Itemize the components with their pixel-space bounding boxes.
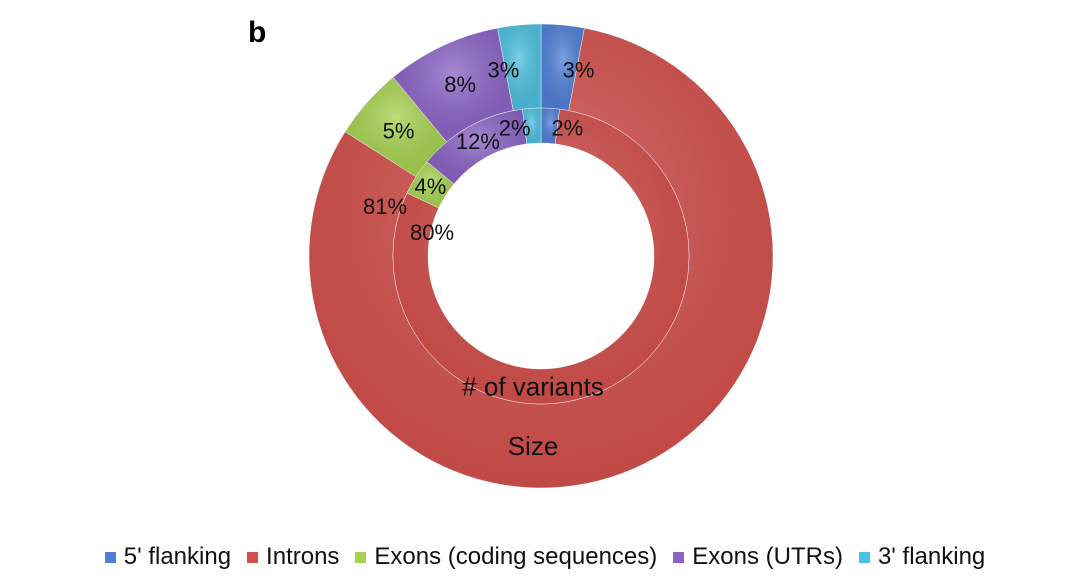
data-label-outer-introns: 81% — [363, 194, 407, 219]
legend-swatch-introns — [247, 551, 259, 563]
data-label-inner-exons-utrs: 12% — [456, 129, 500, 154]
slice-shade-outer-exons-coding-sequences — [345, 77, 447, 177]
slice-shade-outer-3-flanking — [497, 24, 541, 111]
ring-name-inner: # of variants — [462, 372, 604, 402]
slice-shade-inner-exons-coding-sequences — [407, 161, 454, 208]
slice-shade-inner-exons-utrs — [426, 109, 527, 184]
chart-legend: 5' flanking Introns Exons (coding sequence… — [0, 540, 1090, 574]
slice-shade-outer-5-flanking — [541, 24, 585, 111]
legend-swatch-exons-utrs — [673, 551, 685, 563]
legend-item-introns: Introns — [247, 543, 339, 571]
legend-item-exons-utrs: Exons (UTRs) — [673, 543, 843, 571]
legend-label-5-flanking: 5' flanking — [123, 543, 232, 570]
legend-label-3-flanking: 3' flanking — [877, 543, 986, 570]
data-label-outer-3-flanking: 3% — [488, 58, 520, 83]
legend-item-exons-coding-sequences: Exons (coding sequences) — [355, 543, 657, 571]
legend-swatch-exons-coding-sequences — [355, 551, 367, 563]
data-label-inner-exons-coding-sequences: 4% — [414, 174, 446, 199]
legend-label-exons-utrs: Exons (UTRs) — [692, 543, 843, 570]
data-label-outer-exons-coding-sequences: 5% — [383, 118, 415, 143]
data-label-inner-introns: 80% — [410, 220, 454, 245]
legend-item-5-flanking: 5' flanking — [104, 543, 232, 571]
legend-swatch-3-flanking — [858, 551, 870, 563]
slice-shade-outer-exons-utrs — [393, 28, 514, 142]
legend-swatch-5-flanking — [104, 551, 116, 563]
legend-item-3-flanking: 3' flanking — [858, 543, 986, 571]
legend-label-introns: Introns — [266, 543, 340, 570]
slice-shade-inner-5-flanking — [541, 108, 560, 144]
data-label-outer-exons-utrs: 8% — [444, 72, 476, 97]
legend-label-exons-coding-sequences: Exons (coding sequences) — [374, 543, 658, 570]
data-label-inner-5-flanking: 2% — [551, 116, 583, 141]
slice-shade-inner-3-flanking — [522, 108, 541, 144]
panel-label: b — [248, 16, 267, 49]
ring-name-outer: Size — [508, 431, 559, 461]
slice-shade-outer-introns — [309, 28, 773, 489]
data-label-outer-5-flanking: 3% — [563, 58, 595, 83]
data-label-inner-3-flanking: 2% — [499, 116, 531, 141]
